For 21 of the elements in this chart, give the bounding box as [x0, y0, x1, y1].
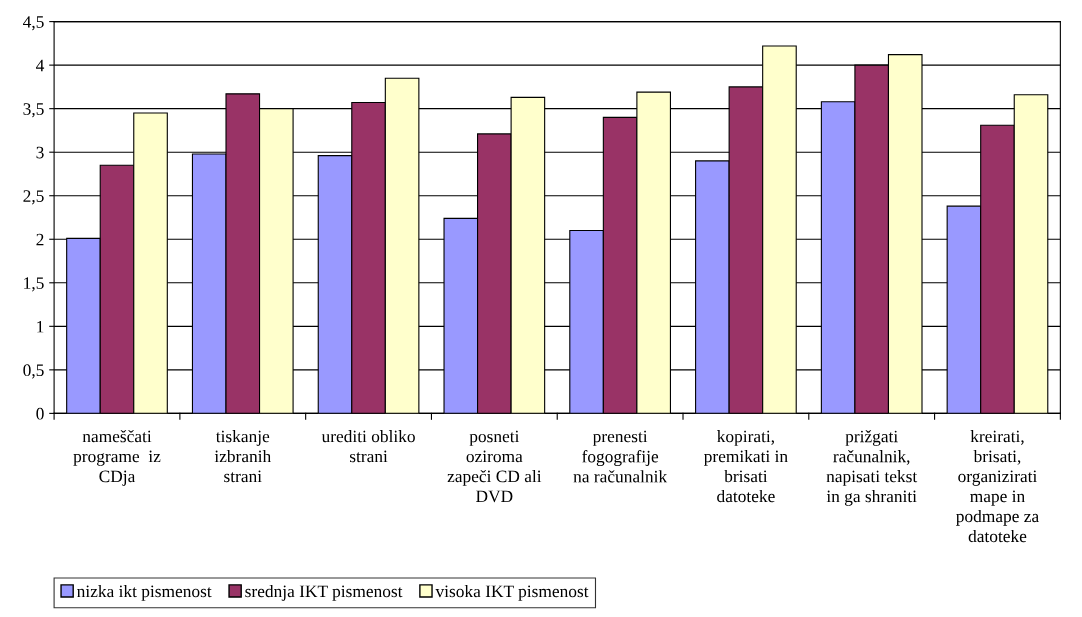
x-tick-label: prižgati računalnik, napisati tekst in ga shraniti [826, 430, 918, 506]
legend-label: srednja IKT pismenost [245, 584, 403, 601]
x-tick-label: nameščati programe iz CDja [73, 430, 161, 486]
y-tick-label: 3,5 [23, 103, 44, 118]
y-tick-label: 4 [36, 59, 45, 72]
x-tick-label: urediti obliko strani [321, 430, 415, 463]
x-tick-label: tiskanje izbranih strani [214, 430, 271, 483]
y-tick-label: 4,5 [23, 16, 44, 31]
y-tick-label: 0,5 [23, 364, 44, 379]
legend-label: visoka IKT pismenost [435, 584, 589, 601]
y-tick-label: 3 [36, 146, 44, 159]
legend-label: nizka ikt pismenost [77, 584, 212, 601]
y-tick-label: 2 [36, 233, 44, 246]
x-tick-label: kreirati, brisati, organizirati mape in podmape za datoteke [956, 430, 1039, 543]
y-tick-label: 2,5 [23, 190, 44, 205]
x-tick-label: prenesti fogografije na računalnik [573, 430, 668, 483]
y-tick-label: 0 [36, 407, 44, 420]
x-tick-label: kopirati, premikati in brisati datoteke [704, 430, 788, 503]
y-tick-label: 1,5 [24, 277, 44, 292]
x-tick-label: posneti oziroma zapeči CD ali DVD [447, 430, 542, 503]
y-tick-label: 1 [37, 320, 44, 333]
